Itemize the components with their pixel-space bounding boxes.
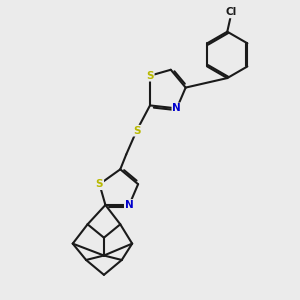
Text: Cl: Cl — [225, 8, 236, 17]
Text: N: N — [172, 103, 181, 113]
Text: N: N — [125, 200, 134, 210]
Text: S: S — [96, 179, 103, 189]
Text: S: S — [146, 71, 154, 81]
Text: S: S — [133, 126, 140, 136]
